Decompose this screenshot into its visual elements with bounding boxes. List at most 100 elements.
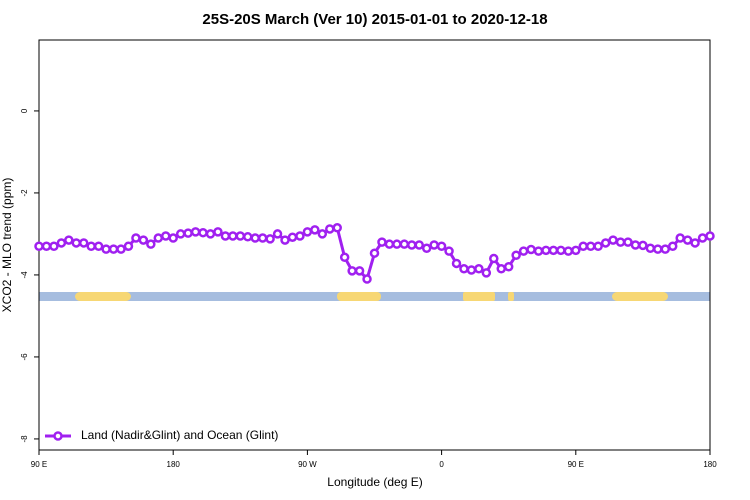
point [71,238,82,248]
point [436,241,447,251]
point [653,244,663,254]
point [429,240,439,250]
point [399,239,410,249]
point [466,265,477,275]
point [571,245,581,256]
point [444,246,454,256]
land-band [463,292,495,301]
point [198,227,208,238]
point [556,245,566,256]
point [265,234,275,244]
point [302,227,313,237]
point [585,241,596,251]
point [474,264,484,274]
point [600,238,611,248]
point [496,264,506,274]
point [354,266,365,276]
land-band [508,292,514,301]
land-band [337,292,381,301]
point [160,231,171,241]
point [138,235,149,245]
y-tick-label: -2 [20,189,29,197]
point [369,248,380,258]
point [675,233,685,243]
point [377,237,387,247]
point [317,229,328,239]
point [563,246,574,256]
point [101,244,111,254]
point [332,223,342,233]
point [205,229,216,239]
point [541,245,551,256]
point [108,244,119,254]
point [623,237,633,247]
point [459,264,469,274]
point [548,245,559,256]
point [220,231,231,241]
point [384,239,395,249]
chart-title: 25S-20S March (Ver 10) 2015-01-01 to 202… [202,11,547,28]
x-tick-label: 90 E [31,460,47,469]
x-tick-label: 180 [167,460,181,469]
point [272,229,283,239]
y-axis-label: XCO2 - MLO trend (ppm) [0,178,14,313]
point [325,224,335,234]
point [64,235,74,245]
point [407,240,417,250]
point [213,227,223,237]
point [153,233,164,243]
point [228,231,238,241]
point [86,241,96,251]
point [503,261,514,272]
point [660,244,671,254]
point [630,240,641,250]
point [123,241,134,251]
point [392,239,402,249]
point [78,238,89,248]
point [250,233,260,243]
point [168,233,178,243]
x-tick-label: 180 [703,460,717,469]
point [175,229,186,239]
point [116,244,126,254]
point [518,246,529,256]
point [190,227,201,237]
point [697,233,708,243]
point [131,233,141,243]
point [34,241,44,251]
point [533,246,544,256]
point [638,240,648,251]
x-axis-label: Longitude (deg E) [327,475,422,489]
x-tick-label: 90 W [298,460,317,469]
point [310,225,320,235]
point [93,241,104,251]
point [667,241,678,251]
point [362,274,372,284]
land-band [612,292,668,301]
y-tick-label: -4 [20,271,29,279]
y-tick-label: 0 [20,108,29,113]
x-tick-label: 0 [439,460,444,469]
point [615,237,626,247]
point [56,238,67,248]
point [481,268,492,278]
legend-marker [53,431,63,441]
point [414,240,424,250]
point [287,232,298,242]
land-ocean-strip [39,292,710,301]
point [280,235,290,245]
point [593,241,603,251]
point [682,235,693,245]
point [347,266,357,276]
point [339,252,350,263]
point [608,235,618,245]
point [421,243,432,254]
point [578,241,589,251]
x-tick-label: 90 E [568,460,584,469]
point [489,253,499,264]
point [243,232,253,242]
point [451,258,462,269]
point [49,241,59,251]
point [690,238,700,248]
